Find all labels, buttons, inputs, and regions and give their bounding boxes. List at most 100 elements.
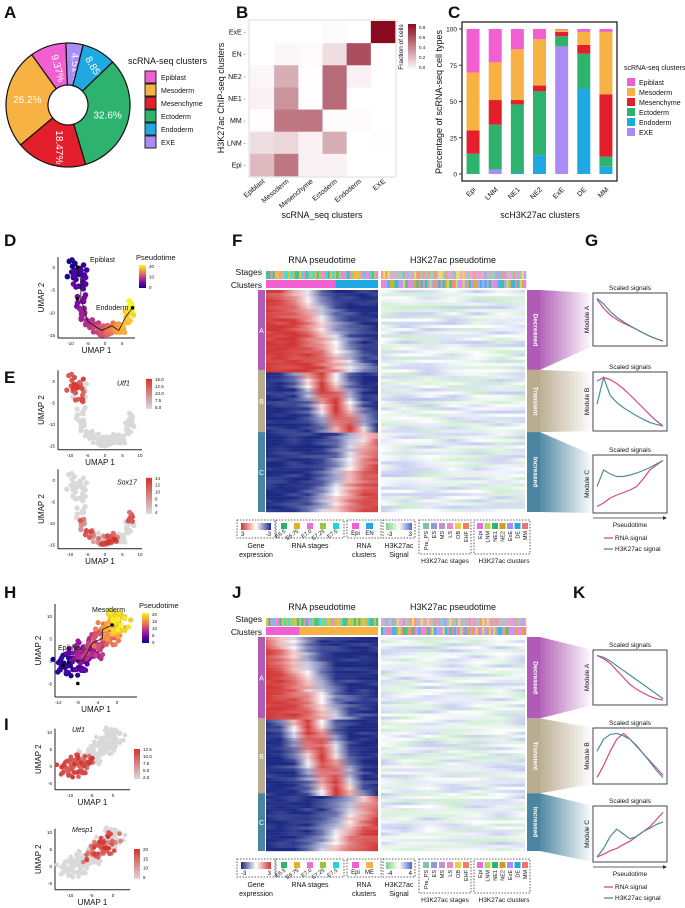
stage-annotation-cell xyxy=(343,271,346,279)
cell-point xyxy=(101,751,106,756)
heatmap-cell xyxy=(274,87,299,110)
stage-annotation-cell xyxy=(420,271,423,279)
trajectory-node xyxy=(110,623,114,627)
h3k27ac-signal-line xyxy=(596,732,664,779)
cluster-annotation-cell xyxy=(513,627,516,635)
cluster-heatmap: ExE ·EN ·NE2 ·NE1 ·MM ·LNM ·Epi ·Epiblas… xyxy=(216,19,426,220)
module-label: A xyxy=(259,328,264,335)
legend-item: Ectoderm xyxy=(639,110,669,117)
h3k27ac-heatmap-row xyxy=(381,467,525,471)
heatmap-cell xyxy=(298,153,323,177)
h3k27ac-heatmap-row xyxy=(381,673,525,677)
module-axis-label: Module B xyxy=(584,388,591,415)
module-axis-label: Module C xyxy=(584,820,591,848)
h3k27ac-heatmap-row xyxy=(381,423,525,427)
cell-point xyxy=(68,854,74,860)
y-tick-label: -10 xyxy=(48,310,55,315)
cluster-annotation-cell xyxy=(418,280,421,288)
h3k27ac-heatmap-row xyxy=(381,734,525,739)
rna-heatmap-row xyxy=(266,795,378,800)
bar-segment-ectoderm xyxy=(466,153,480,174)
stage-annotation-cell xyxy=(281,271,284,279)
h3k27ac-heatmap-row xyxy=(381,719,525,723)
h3k27ac-heatmap-row xyxy=(381,713,525,717)
stage-annotation-cell xyxy=(466,271,470,279)
y-axis-title: UMAP 2 xyxy=(37,494,46,524)
rna-heatmap-row xyxy=(266,318,378,322)
h3k27ac-heatmap-row xyxy=(381,385,525,389)
cluster-annotation-cell xyxy=(416,627,419,635)
stage-annotation-cell xyxy=(307,618,311,626)
tick: -4 xyxy=(387,871,393,877)
rna-heatmap-row xyxy=(266,753,378,757)
h3k27ac-stage-swatch xyxy=(463,523,469,529)
legend-item: H3K27ac signal xyxy=(615,546,661,553)
rna-heatmap-row xyxy=(266,480,378,484)
stage-annotation-cell xyxy=(495,618,498,626)
y-axis-title: UMAP 2 xyxy=(34,635,43,665)
stacked-bar-chart: Epi LNM NE1 NE2 ExE DE MM 0 25 50 75 100 scH3K27ac c… xyxy=(434,21,685,220)
cell-point xyxy=(97,858,103,864)
rna-pseudotime-title: RNA pseudotime xyxy=(288,255,356,265)
bar-segment-mesenchyme xyxy=(533,85,546,92)
module-axis-label: Module B xyxy=(584,742,591,769)
cluster-annotation-cell xyxy=(400,627,404,635)
gene-name: Mesp1 xyxy=(72,827,93,834)
stage-annotation-cell xyxy=(351,271,355,279)
cell-point xyxy=(109,838,115,844)
rna-heatmap-row xyxy=(266,296,378,300)
cell-point xyxy=(104,533,111,539)
cluster-annotation-cell xyxy=(460,627,463,635)
heatmap-legend-J: -3 3 Gene expression E6.5E6.75 E7.0E7.25 E7.5 R… xyxy=(236,858,531,904)
heatmap-cell xyxy=(370,109,396,133)
colorbar-tick: 20 xyxy=(143,847,149,852)
h3k27ac-heatmap-row xyxy=(381,394,525,399)
h3k27ac-heatmap-row xyxy=(381,685,525,690)
h3k27ac-heatmap-row xyxy=(381,799,525,803)
stage-annotation-cell xyxy=(464,618,467,626)
stage-annotation-cell xyxy=(299,271,302,279)
x-tick-label: 0 xyxy=(104,552,107,557)
stage-annotation-cell xyxy=(299,618,302,626)
cluster-annotation-cell xyxy=(480,627,483,635)
rna-heatmap-row xyxy=(266,792,378,797)
h3k27ac-heatmap-row xyxy=(381,315,525,319)
h3k27ac-heatmap-row xyxy=(381,397,525,402)
cell-point xyxy=(68,767,74,772)
rna-stage-swatch xyxy=(333,862,339,868)
cell-point xyxy=(89,746,95,752)
cell-point xyxy=(78,316,85,323)
h3k27ac-heatmap-row xyxy=(381,334,525,338)
col-label: Endoderm xyxy=(334,178,363,204)
legend-title: Gene xyxy=(247,882,264,889)
cluster-annotation-cell xyxy=(508,280,511,288)
stage-annotation-cell xyxy=(272,618,275,626)
h3k27ac-heatmap-row xyxy=(381,802,525,806)
y-tick-label: 5 xyxy=(49,747,52,752)
rna-heatmap-row xyxy=(266,293,378,297)
cluster-annotation-cell xyxy=(502,627,505,635)
cell-point xyxy=(108,726,114,732)
y-axis-title: Percentage of scRNA-seq cell types xyxy=(434,29,444,174)
stage-annotation-cell xyxy=(480,618,483,626)
stage-annotation-cell xyxy=(383,271,386,279)
x-tick-label: -10 xyxy=(67,552,74,557)
stage-annotation-cell xyxy=(329,618,333,626)
h3k27ac-cluster-swatch xyxy=(484,523,491,529)
bar-segment-endoderm xyxy=(577,88,591,174)
pseudotime-heatmap-J: RNA pseudotime H3K27ac pseudotime Stages Cl… xyxy=(231,602,593,862)
y-tick-label: -5 xyxy=(51,401,55,406)
cluster-annotation-cell xyxy=(392,627,395,635)
stage-annotation-cell xyxy=(407,618,410,626)
colorbar-tick: 5 xyxy=(143,875,146,880)
stage-annotation-cell xyxy=(383,618,386,626)
cell-point xyxy=(79,392,86,398)
cell-point xyxy=(64,273,71,280)
legend-title: Pseudotime xyxy=(136,253,176,262)
legend-dashed-box xyxy=(473,858,531,894)
stage-annotation-cell xyxy=(403,271,406,279)
rna-heatmap-row xyxy=(266,385,378,389)
legend-item: RNA signal xyxy=(615,884,648,891)
stage-annotation-cell xyxy=(371,618,374,626)
